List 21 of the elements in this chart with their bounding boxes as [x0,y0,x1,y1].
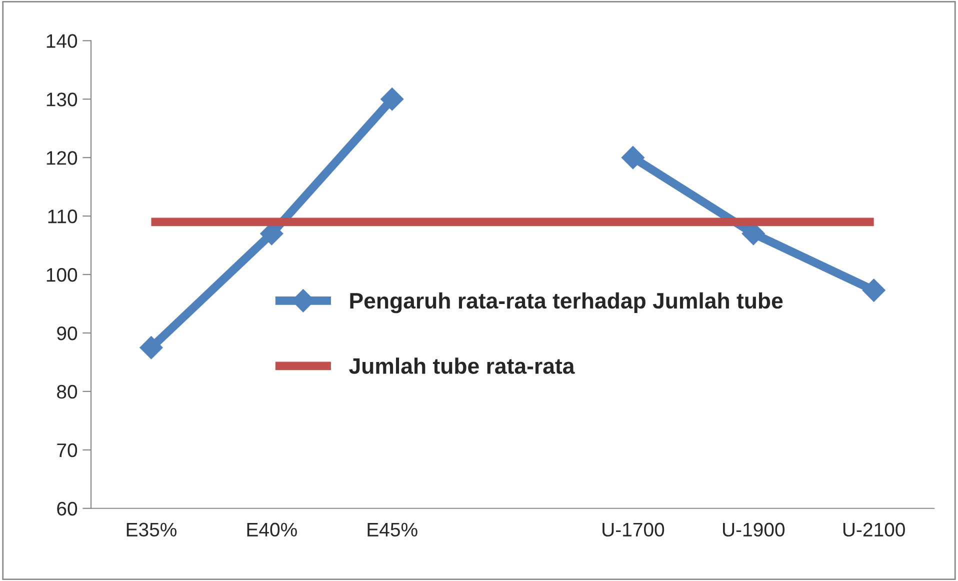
point [380,88,404,111]
y-tick-label: 140 [46,34,78,48]
legend-label: Pengaruh rata-rata terhadap Jumlah tube [350,292,783,314]
x-tick-label: E35% [126,522,176,537]
legend-label: Jumlah tube rata-rata [349,358,575,374]
point [621,146,644,170]
x-tick-label: U-1900 [723,522,785,537]
point [140,336,163,360]
y-tick-label: 80 [57,384,78,399]
y-tick-label: 110 [48,210,78,224]
x-tick-label: U-1700 [602,522,664,537]
x-tick-label: E40% [247,522,297,537]
y-tick-label: 100 [46,268,78,282]
point [862,278,886,302]
x-tick-label: U-2100 [843,522,905,537]
y-tick-label: 60 [57,502,78,516]
y-tick-label: 70 [57,443,78,458]
x-tick-label: E45% [368,522,418,537]
y-tick-label: 90 [57,326,78,340]
y-tick-label: 130 [46,92,78,106]
y-tick-label: 120 [46,151,78,165]
